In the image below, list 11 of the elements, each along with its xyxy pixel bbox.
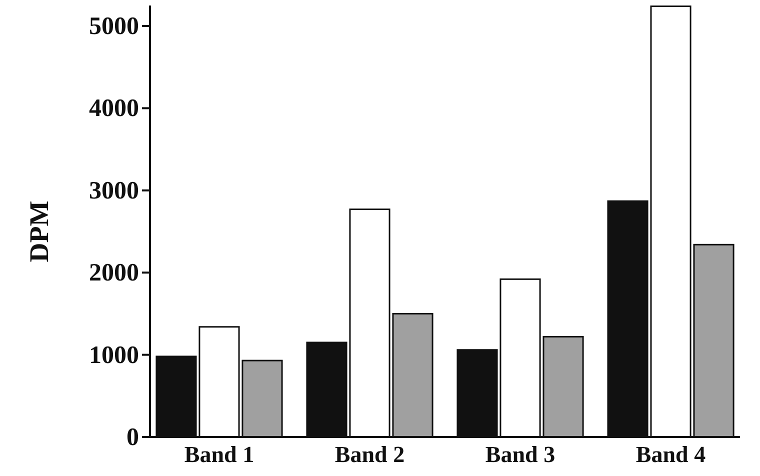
x-tick-label: Band 2: [334, 442, 405, 467]
y-tick-label: 0: [126, 424, 139, 451]
x-tick-label: Band 1: [184, 442, 254, 467]
y-axis-title: DPM: [24, 200, 54, 262]
x-tick-label: Band 3: [485, 442, 556, 467]
y-tick-label: 2000: [89, 260, 139, 287]
y-tick-label: 4000: [89, 95, 139, 122]
x-tick-label: Band 4: [636, 442, 706, 467]
y-tick-label: 3000: [89, 177, 139, 204]
y-tick-label: 5000: [89, 13, 139, 40]
y-tick-label: 1000: [89, 342, 139, 369]
